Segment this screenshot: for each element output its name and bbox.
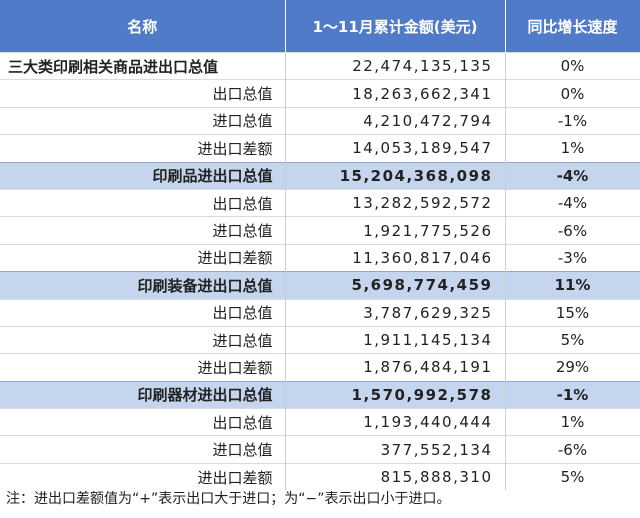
table-cell: 5%	[505, 462, 640, 491]
table-cell: 15%	[505, 298, 640, 327]
table-cell: -3%	[505, 243, 640, 272]
table-row: 印刷装备进出口总值 5,698,774,459 11%	[0, 271, 640, 300]
table-cell: 15,204,368,098	[285, 161, 506, 190]
table-cell: 1%	[505, 134, 640, 163]
table-cell: 4,210,472,794	[285, 106, 506, 135]
table-cell: 进出口差额	[0, 353, 286, 382]
table-row: 出口总值 1,193,440,444 1%	[0, 408, 640, 436]
table-cell: 1%	[505, 408, 640, 436]
table-cell: 5,698,774,459	[285, 271, 506, 300]
table-cell: 1,193,440,444	[285, 408, 506, 436]
table-cell: 印刷品进出口总值	[0, 161, 286, 190]
footnote: 注：进出口差额值为“+”表示出口大于进口；为“−”表示出口小于进口。	[6, 491, 451, 507]
table-cell: 1,570,992,578	[285, 380, 506, 409]
table-cell: 进口总值	[0, 106, 286, 135]
table-cell: 三大类印刷相关商品进出口总值	[0, 51, 286, 80]
table-row: 印刷品进出口总值 15,204,368,098 -4%	[0, 161, 640, 190]
table-row: 出口总值 13,282,592,572 -4%	[0, 188, 640, 217]
table-cell: 11,360,817,046	[285, 243, 506, 272]
table-cell: -6%	[505, 435, 640, 464]
table-cell: 进出口差额	[0, 243, 286, 272]
table-cell: 进出口差额	[0, 134, 286, 163]
table-cell: 0%	[505, 79, 640, 108]
table-cell: 22,474,135,135	[285, 51, 506, 80]
table-cell: -4%	[505, 161, 640, 190]
table-cell: 11%	[505, 271, 640, 300]
table-row: 进口总值 1,911,145,134 5%	[0, 325, 640, 354]
data-table: 名称 1～11月累计金额(美元) 同比增长速度 三大类印刷相关商品进出口总值 22…	[0, 0, 640, 491]
table-cell: 1,876,484,191	[285, 353, 506, 382]
table-cell: 出口总值	[0, 408, 286, 436]
table-cell: 5%	[505, 325, 640, 354]
table-cell: 18,263,662,341	[285, 79, 506, 108]
table-row: 进口总值 4,210,472,794 -1%	[0, 106, 640, 135]
table-row: 出口总值 3,787,629,325 15%	[0, 298, 640, 327]
table-cell: 出口总值	[0, 298, 286, 327]
table-cell: 印刷器材进出口总值	[0, 380, 286, 409]
table-row: 进出口差额 815,888,310 5%	[0, 462, 640, 491]
table-cell: -4%	[505, 188, 640, 217]
header-row: 名称 1～11月累计金额(美元) 同比增长速度	[0, 0, 640, 53]
table-cell: 出口总值	[0, 79, 286, 108]
table-row: 进出口差额 14,053,189,547 1%	[0, 134, 640, 163]
header-cell: 同比增长速度	[505, 0, 640, 53]
table-cell: 29%	[505, 353, 640, 382]
table-cell: -1%	[505, 380, 640, 409]
table-cell: 进口总值	[0, 216, 286, 245]
table-cell: 14,053,189,547	[285, 134, 506, 163]
table-cell: 815,888,310	[285, 462, 506, 491]
table-cell: 进口总值	[0, 435, 286, 464]
table-cell: 13,282,592,572	[285, 188, 506, 217]
table-row: 进出口差额 11,360,817,046 -3%	[0, 243, 640, 272]
header-cell: 1～11月累计金额(美元)	[285, 0, 506, 53]
table-cell: -6%	[505, 216, 640, 245]
table-row: 进口总值 1,921,775,526 -6%	[0, 216, 640, 245]
table-cell: 1,921,775,526	[285, 216, 506, 245]
table-body: 三大类印刷相关商品进出口总值 22,474,135,135 0% 出口总值 18,263…	[0, 51, 640, 491]
table-cell: 印刷装备进出口总值	[0, 271, 286, 300]
table-row: 印刷器材进出口总值 1,570,992,578 -1%	[0, 380, 640, 409]
table-cell: 3,787,629,325	[285, 298, 506, 327]
table-row: 进口总值 377,552,134 -6%	[0, 435, 640, 464]
table-cell: -1%	[505, 106, 640, 135]
table-cell: 0%	[505, 51, 640, 80]
table-row: 进出口差额 1,876,484,191 29%	[0, 353, 640, 382]
table-cell: 进出口差额	[0, 462, 286, 491]
header-cell: 名称	[0, 0, 286, 53]
table-cell: 377,552,134	[285, 435, 506, 464]
table-row: 出口总值 18,263,662,341 0%	[0, 79, 640, 108]
table-cell: 出口总值	[0, 188, 286, 217]
table-row: 三大类印刷相关商品进出口总值 22,474,135,135 0%	[0, 51, 640, 80]
table-cell: 进口总值	[0, 325, 286, 354]
table-cell: 1,911,145,134	[285, 325, 506, 354]
